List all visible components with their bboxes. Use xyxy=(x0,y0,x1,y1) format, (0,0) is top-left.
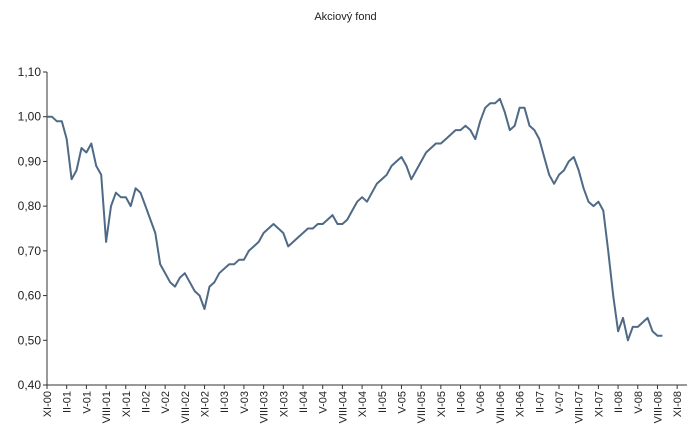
x-tick-label: XI-02 xyxy=(200,391,212,417)
y-tick-label: 1,10 xyxy=(18,65,42,79)
x-tick-label: VIII-05 xyxy=(416,391,428,423)
y-tick-label: 0,60 xyxy=(18,289,42,303)
x-tick-label: II-01 xyxy=(62,391,74,413)
x-tick-label: II-02 xyxy=(140,391,152,413)
x-tick-label: V-02 xyxy=(160,391,172,414)
x-tick-label: V-04 xyxy=(318,391,330,414)
x-tick-label: II-08 xyxy=(613,391,625,413)
x-tick-label: V-05 xyxy=(396,391,408,414)
x-tick-label: II-05 xyxy=(377,391,389,413)
x-tick-label: XI-01 xyxy=(121,391,133,417)
x-tick-label: V-03 xyxy=(239,391,251,414)
y-tick-label: 0,40 xyxy=(18,378,42,392)
x-tick-label: V-08 xyxy=(633,391,645,414)
x-tick-label: VIII-04 xyxy=(337,391,349,423)
x-tick-label: V-07 xyxy=(554,391,566,414)
x-tick-label: XI-06 xyxy=(515,391,527,417)
y-tick-label: 0,90 xyxy=(18,154,42,168)
x-tick-label: II-04 xyxy=(298,391,310,413)
x-tick-label: V-01 xyxy=(81,391,93,414)
x-tick-label: XI-08 xyxy=(672,391,684,417)
x-tick-label: VIII-02 xyxy=(180,391,192,423)
x-tick-label: XI-00 xyxy=(42,391,54,417)
y-tick-label: 0,50 xyxy=(18,333,42,347)
x-tick-label: XI-07 xyxy=(593,391,605,417)
x-tick-label: VIII-06 xyxy=(495,391,507,423)
x-tick-label: VIII-01 xyxy=(101,391,113,423)
x-tick-label: VIII-03 xyxy=(259,391,271,423)
chart-title: Akciový fond xyxy=(314,11,377,23)
series-line xyxy=(47,97,663,342)
x-tick-label: XI-05 xyxy=(436,391,448,417)
x-tick-label: XI-04 xyxy=(357,391,369,417)
x-tick-label: V-06 xyxy=(475,391,487,414)
x-tick-label: II-06 xyxy=(456,391,468,413)
x-tick-label: II-07 xyxy=(534,391,546,413)
x-tick-label: II-03 xyxy=(219,391,231,413)
x-tick-label: VIII-07 xyxy=(574,391,586,423)
y-tick-label: 1,00 xyxy=(18,110,42,124)
x-tick-label: VIII-08 xyxy=(652,391,664,423)
y-tick-label: 0,80 xyxy=(18,199,42,213)
x-tick-label: XI-03 xyxy=(278,391,290,417)
y-tick-label: 0,70 xyxy=(18,244,42,258)
